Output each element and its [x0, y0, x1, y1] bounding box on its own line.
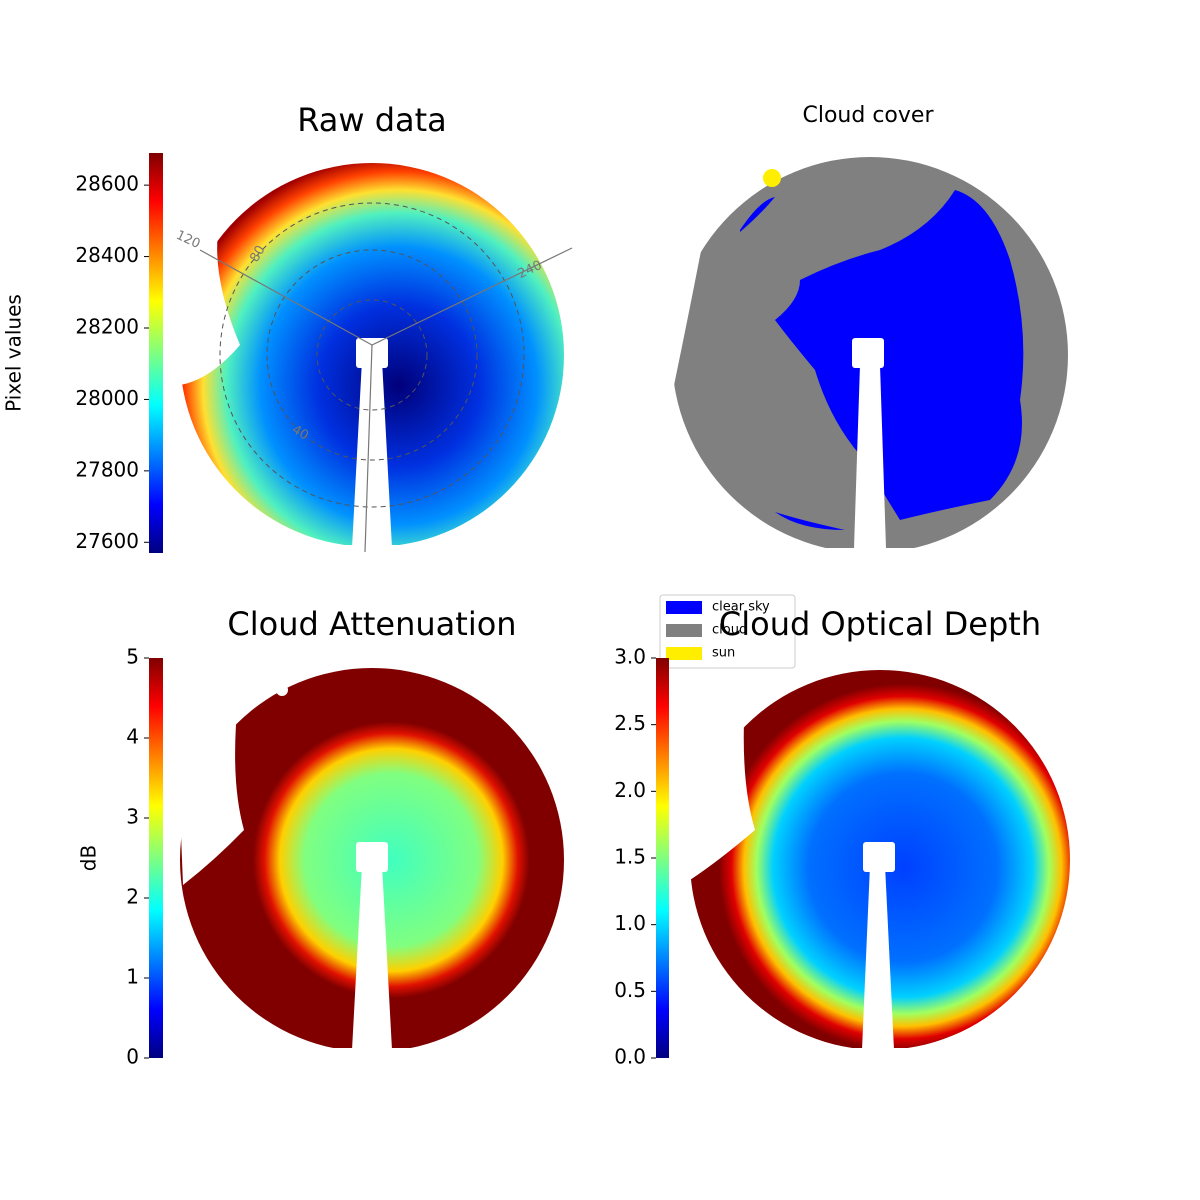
- legend-label: clear sky: [712, 600, 770, 615]
- legend-label: cloud: [712, 623, 747, 638]
- colorbar-tick-label: 4: [126, 725, 139, 749]
- colorbar-tick-label: 1.5: [614, 845, 646, 869]
- colorbar-label: Pixel values: [2, 294, 26, 412]
- colorbar-tick-label: 28200: [75, 315, 139, 339]
- colorbar-tick-label: 28400: [75, 243, 139, 267]
- optical-depth-image: [680, 670, 1080, 1068]
- legend-swatch: [666, 647, 702, 660]
- legend-label: sun: [712, 646, 735, 661]
- colorbar-tick-label: 28000: [75, 386, 139, 410]
- legend-swatch: [666, 601, 702, 614]
- colorbar-tick-label: 0.5: [614, 978, 646, 1002]
- zenith-label: 80: [247, 243, 268, 265]
- cloud-mask-image: [660, 150, 1080, 568]
- legend-swatch: [666, 624, 702, 637]
- colorbar-tick-label: 27600: [75, 529, 139, 553]
- panel-title: Cloud cover: [803, 103, 935, 128]
- colorbar-tick-label: 5: [126, 645, 139, 669]
- colorbar-label: dB: [77, 845, 101, 871]
- panel-title: Cloud Attenuation: [227, 605, 516, 643]
- panel-title: Raw data: [297, 101, 447, 139]
- colorbar: [149, 153, 163, 553]
- colorbar: [656, 658, 669, 1058]
- panel-title: Cloud Optical Depth: [719, 605, 1041, 643]
- colorbar-tick-label: 2: [126, 885, 139, 909]
- colorbar: [149, 658, 163, 1058]
- sky-image: [170, 163, 573, 565]
- zenith-label: 40: [289, 422, 311, 443]
- colorbar-tick-label: 27800: [75, 457, 139, 481]
- colorbar-tick-label: 0: [126, 1045, 139, 1069]
- colorbar-tick-label: 0.0: [614, 1045, 646, 1069]
- attenuation-image: [170, 668, 570, 1068]
- colorbar-tick-label: 3: [126, 805, 139, 829]
- colorbar-tick-label: 2.0: [614, 778, 646, 802]
- colorbar-tick-label: 2.5: [614, 711, 646, 735]
- colorbar-tick-label: 1: [126, 965, 139, 989]
- colorbar-tick-label: 3.0: [614, 645, 646, 669]
- colorbar-tick-label: 28600: [75, 172, 139, 196]
- colorbar-tick-label: 1.0: [614, 911, 646, 935]
